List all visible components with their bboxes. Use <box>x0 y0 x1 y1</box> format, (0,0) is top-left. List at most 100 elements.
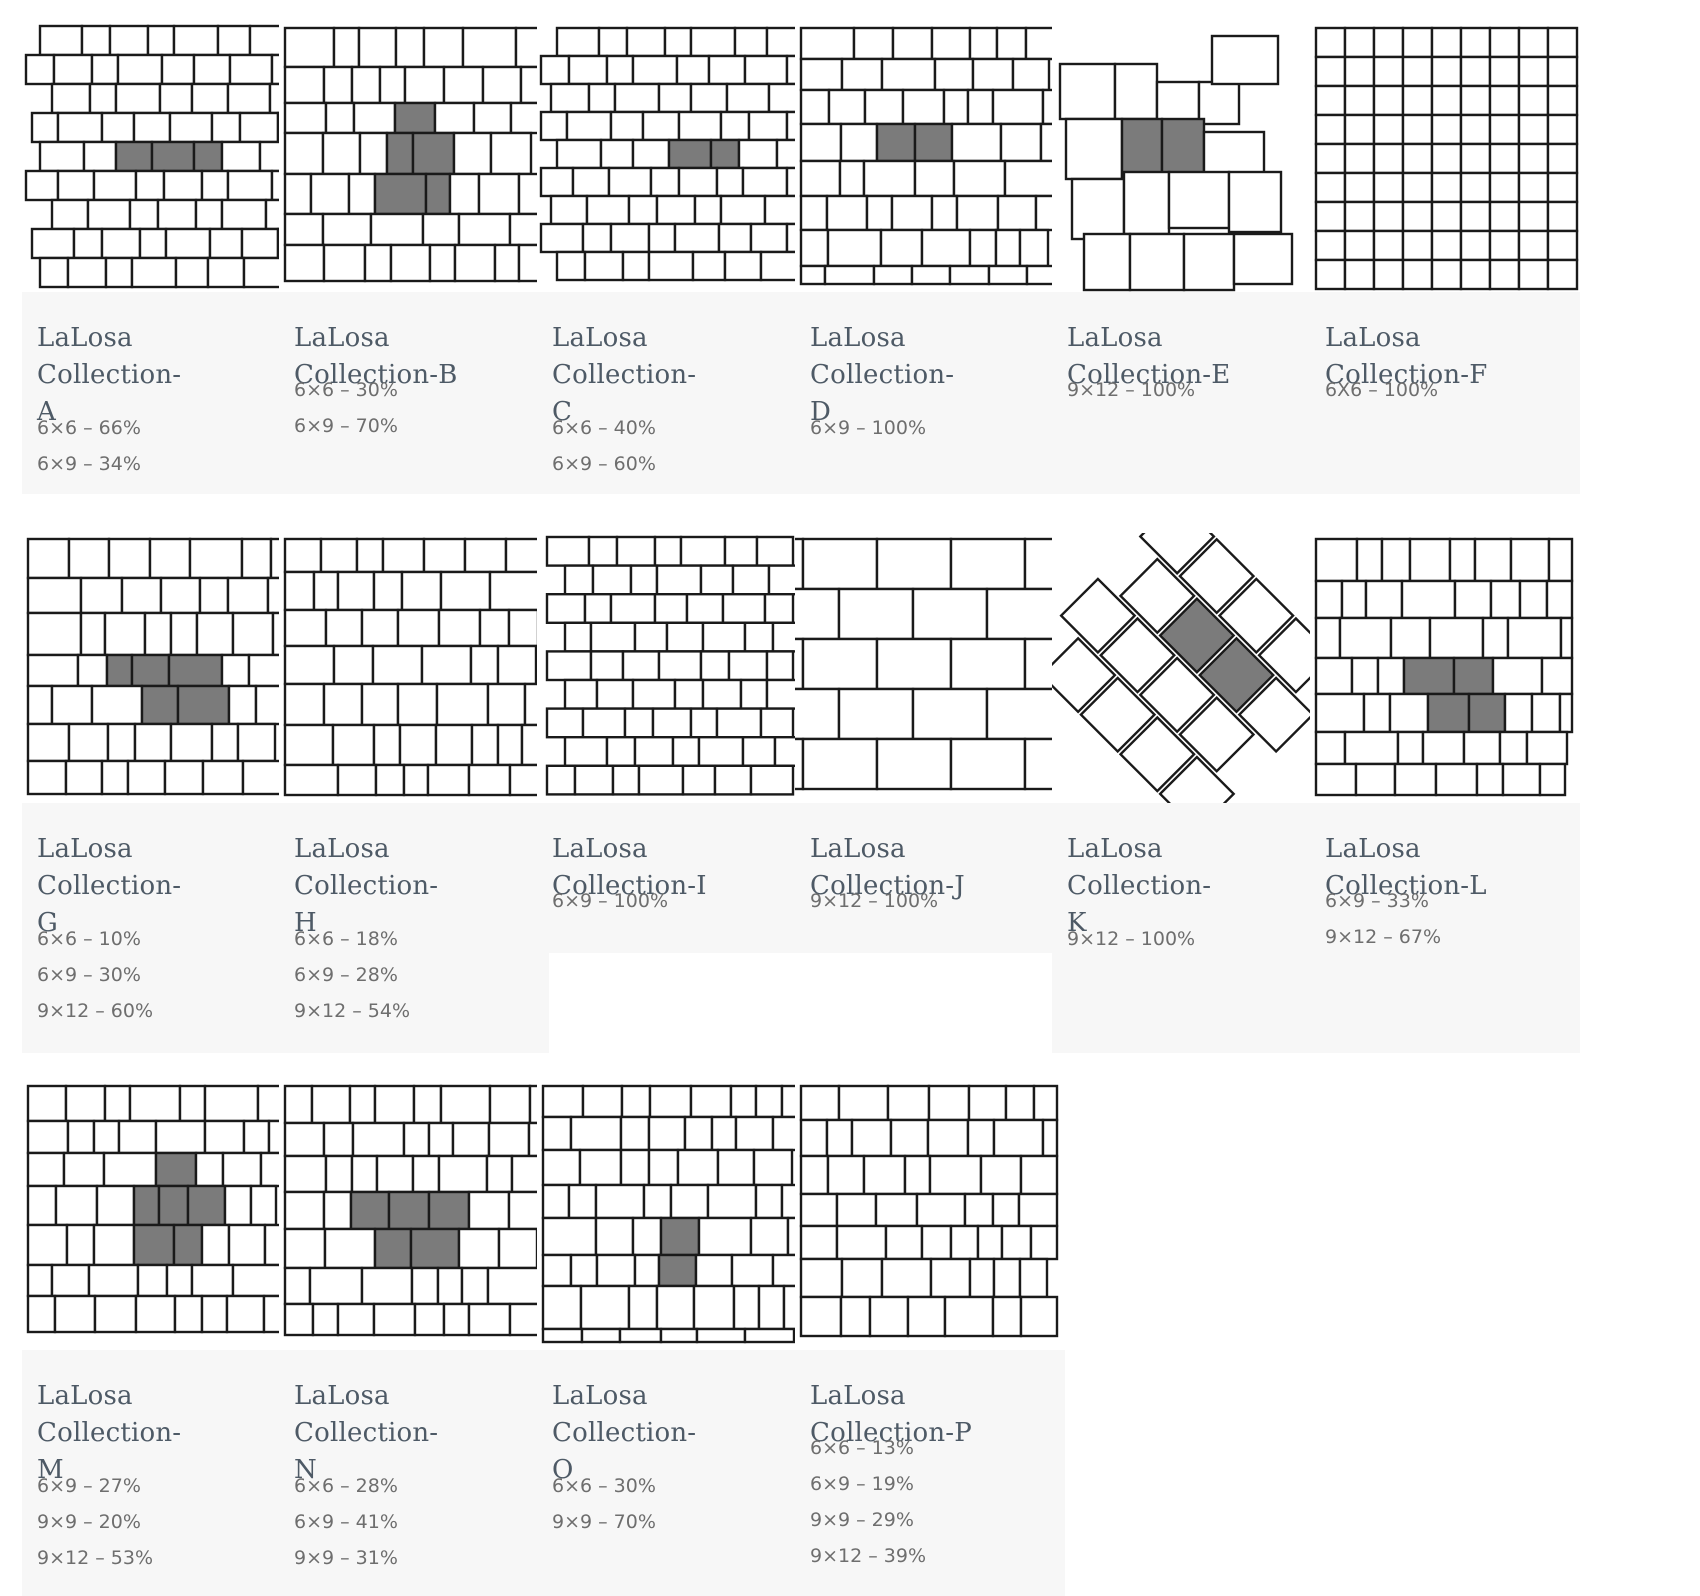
pattern-thumbnail[interactable] <box>1310 22 1580 292</box>
tile <box>607 166 653 198</box>
tile <box>190 1263 235 1298</box>
collection-title[interactable]: LaLosa Collection- G <box>37 831 285 942</box>
tile <box>609 110 645 142</box>
size-mix-item: 6×9 – 28% <box>294 964 398 986</box>
tile <box>799 264 827 286</box>
collection-title[interactable]: LaLosa Collection- K <box>1067 831 1315 942</box>
tile <box>1178 696 1256 773</box>
pattern-thumbnail[interactable] <box>22 22 292 292</box>
tile <box>589 621 637 653</box>
pattern-thumbnail[interactable] <box>1052 533 1322 803</box>
tile <box>581 222 613 254</box>
tile <box>226 576 270 615</box>
pattern-thumbnail[interactable] <box>795 1080 1065 1350</box>
tile <box>890 194 934 232</box>
tile <box>1546 55 1579 88</box>
tile <box>26 653 80 688</box>
pattern-thumbnail[interactable] <box>22 533 292 803</box>
tile <box>1459 200 1492 233</box>
collection-card[interactable]: LaLosa Collection- K 9×12 – 100% <box>1052 533 1322 1053</box>
pattern-thumbnail[interactable] <box>537 22 807 292</box>
collection-title[interactable]: LaLosa Collection-J <box>810 831 1058 905</box>
collection-title[interactable]: LaLosa Collection-I <box>552 831 800 905</box>
collection-title[interactable]: LaLosa Collection- D <box>810 320 1058 431</box>
collection-title[interactable]: LaLosa Collection- O <box>552 1378 800 1489</box>
collection-title-line: LaLosa Collection- <box>552 323 697 390</box>
tile <box>1459 55 1492 88</box>
tile <box>158 82 194 115</box>
tile <box>1314 200 1347 233</box>
tile <box>840 1257 884 1299</box>
collection-title[interactable]: LaLosa Collection- N <box>294 1378 542 1489</box>
tile <box>100 111 136 144</box>
collection-card[interactable]: LaLosa Collection- C 6×6 – 40% 6×9 – 60% <box>537 22 807 494</box>
collection-title[interactable]: LaLosa Collection- H <box>294 831 542 942</box>
collection-title[interactable]: LaLosa Collection-B <box>294 320 542 394</box>
collection-card[interactable]: LaLosa Collection-E 9×12 – 100% <box>1052 22 1322 494</box>
pattern-thumbnail[interactable] <box>795 533 1065 803</box>
pattern-thumbnail[interactable] <box>22 1080 292 1350</box>
tile <box>996 194 1038 232</box>
tile <box>1314 730 1347 766</box>
collection-card[interactable]: LaLosa Collection- M 6×9 – 27% 9×9 – 20% 9×1… <box>22 1080 292 1596</box>
tile <box>66 256 108 289</box>
collection-card[interactable]: LaLosa Collection-J 9×12 – 100% <box>795 533 1065 953</box>
size-mix-item: 6×9 – 30% <box>37 964 141 986</box>
tile <box>723 535 759 567</box>
highlighted-tile <box>114 140 154 173</box>
collection-title-line: LaLosa Collection- <box>37 1381 182 1448</box>
highlighted-tile <box>657 1253 698 1288</box>
tile <box>731 564 771 596</box>
collection-title[interactable]: LaLosa Collection- C <box>552 320 800 431</box>
tile <box>580 1327 622 1344</box>
collection-card[interactable]: LaLosa Collection-L 6×9 – 33% 9×12 – 67% <box>1310 533 1580 1053</box>
pattern-thumbnail[interactable] <box>1310 533 1580 803</box>
tile <box>1481 616 1510 660</box>
collection-title[interactable]: LaLosa Collection-E <box>1067 320 1315 394</box>
collection-card[interactable]: LaLosa Collection-F 6X6 – 100% <box>1310 22 1580 494</box>
pattern-thumbnail[interactable] <box>279 533 549 803</box>
tile <box>1525 730 1569 766</box>
collection-card[interactable]: LaLosa Collection-P 6×6 – 13% 6×9 – 19% 9×9… <box>795 1080 1065 1596</box>
pattern-thumbnail[interactable] <box>537 533 807 803</box>
pattern-thumbnail[interactable] <box>279 22 549 292</box>
tile <box>50 684 94 726</box>
tile <box>620 1084 652 1119</box>
tile <box>332 26 361 69</box>
tile <box>1488 171 1521 204</box>
lalosa-f-pattern <box>1314 26 1579 291</box>
size-mix-item: 9×12 – 67% <box>1325 926 1441 948</box>
tile <box>1343 258 1376 291</box>
collection-title[interactable]: LaLosa Collection-P <box>810 1378 1058 1452</box>
tile <box>966 88 995 126</box>
tile <box>26 1184 58 1227</box>
collection-card[interactable]: LaLosa Collection- O 6×6 – 30% 9×9 – 70% <box>537 1080 807 1596</box>
tile <box>627 1284 659 1331</box>
tile <box>595 678 635 710</box>
lalosa-i-pattern <box>545 535 799 796</box>
collection-title[interactable]: LaLosa Collection- A <box>37 320 285 431</box>
collection-card[interactable]: LaLosa Collection- H 6×6 – 18% 6×9 – 28% 9×1… <box>279 533 549 1053</box>
pattern-thumbnail[interactable] <box>279 1080 549 1350</box>
collection-title[interactable]: LaLosa Collection- M <box>37 1378 285 1489</box>
tile <box>563 621 593 653</box>
collection-card[interactable]: LaLosa Collection-B 6×6 – 30% 6×9 – 70% <box>279 22 549 494</box>
tile <box>1052 636 1117 714</box>
tile <box>220 140 262 173</box>
collection-card[interactable]: LaLosa Collection- A 6×6 – 66% 6×9 – 34% <box>22 22 292 494</box>
tile <box>1517 113 1550 146</box>
tile <box>1099 616 1176 694</box>
tile <box>203 1119 246 1155</box>
collection-card[interactable]: LaLosa Collection-I 6×9 – 100% <box>537 533 807 953</box>
pattern-thumbnail[interactable] <box>537 1080 807 1350</box>
collection-card[interactable]: LaLosa Collection- N 6×6 – 28% 6×9 – 41% 9×9… <box>279 1080 549 1596</box>
pattern-thumbnail[interactable] <box>795 22 1065 292</box>
pattern-thumbnail[interactable] <box>1052 22 1322 292</box>
tile <box>238 111 280 144</box>
tile <box>741 166 789 198</box>
collection-card[interactable]: LaLosa Collection- G 6×6 – 10% 6×9 – 30% 9×1… <box>22 533 292 1053</box>
collection-title[interactable]: LaLosa Collection-F <box>1325 320 1573 394</box>
tile <box>322 243 367 283</box>
collection-title[interactable]: LaLosa Collection-L <box>1325 831 1573 905</box>
collection-card[interactable]: LaLosa Collection- D 6×9 – 100% <box>795 22 1065 494</box>
